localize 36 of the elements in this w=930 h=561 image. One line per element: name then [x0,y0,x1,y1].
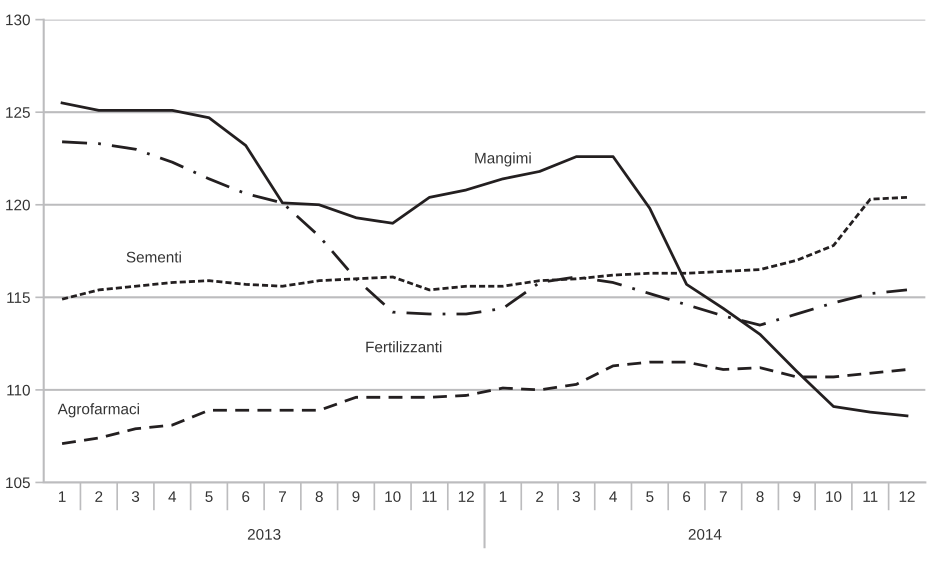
series-label: Fertilizzanti [366,341,442,352]
x-tick-label: 4 [168,491,176,502]
text: 2013 [248,528,280,540]
x-tick-label: 3 [132,491,140,502]
x-tick-label: 7 [279,491,286,502]
x-tick-label: 9 [793,491,800,502]
y-tick-label: 115 [7,292,30,304]
x-tick-label: 8 [756,491,764,502]
series-label: Mangimi [475,152,531,167]
x-tick-label: 2 [95,491,102,502]
x-tick-label: 9 [352,491,360,502]
y-tick-label: 105 [6,477,30,488]
x-tick-label: 1 [500,491,506,502]
x-tick-label: 3 [572,491,580,502]
series-label: Sementi [126,251,181,263]
y-tick-label: 120 [6,200,30,210]
x-tick-label: 4 [609,491,617,502]
y-tick-label: 110 [7,384,30,396]
x-tick-label: 7 [720,491,727,502]
x-tick-label: 5 [646,491,654,502]
x-tick-label: 6 [683,491,690,502]
x-tick-label: 1 [58,491,66,502]
text: 2014 [688,528,722,540]
x-tick-label: 12 [900,491,915,502]
x-tick-label: 8 [316,491,323,502]
x-tick-label: 6 [242,491,250,502]
y-tick-label: 130 [6,14,30,26]
x-tick-label: 2 [536,491,544,502]
x-tick-label: 10 [826,491,842,502]
x-tick-label: 10 [385,491,401,502]
x-tick-label: 12 [458,491,474,502]
y-tick-label: 125 [6,107,30,118]
x-tick-label: 5 [205,491,213,502]
series-label: Agrofarmaci [58,403,139,418]
x-tick-label: 11 [863,491,878,502]
x-tick-label: 11 [422,491,437,502]
